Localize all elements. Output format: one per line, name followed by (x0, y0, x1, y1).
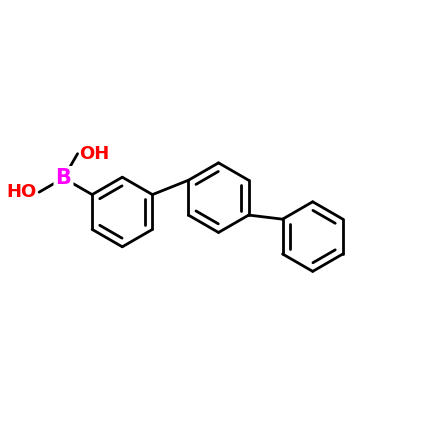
Text: HO: HO (7, 183, 37, 201)
Text: B: B (56, 168, 71, 188)
Text: OH: OH (80, 145, 110, 163)
